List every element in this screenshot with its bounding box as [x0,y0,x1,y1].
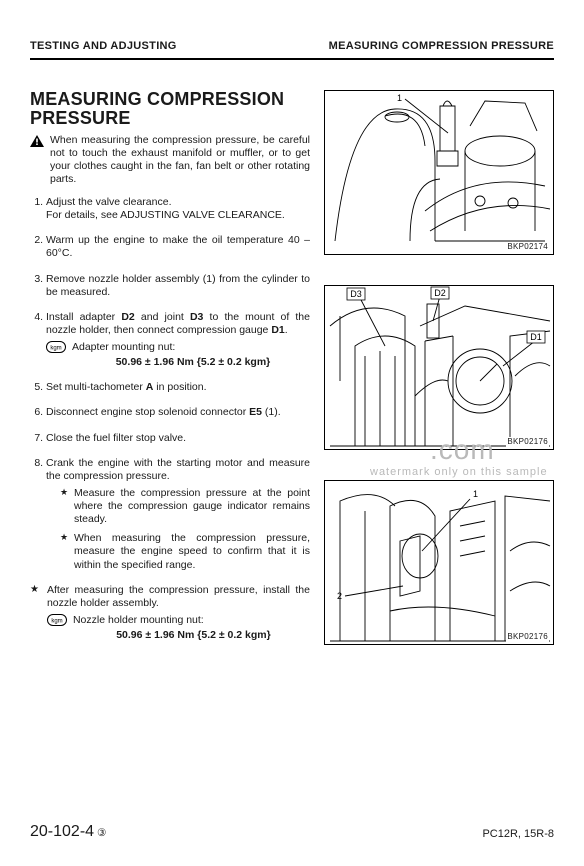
step-4-text: Install adapter D2 and joint D3 to the m… [46,311,310,336]
figure-1: 1 BKP02174 [324,90,554,255]
step-5: Set multi-tachometer A in position. [46,381,310,394]
steps-list: Adjust the valve clearance. For details,… [30,196,310,572]
figure-3: 1 2 BKP02176 [324,480,554,645]
figure-2-callout-d2: D2 [434,288,446,298]
torque-icon: kgm [47,614,67,626]
step-1-line-b: For details, see ADJUSTING VALVE CLEARAN… [46,209,285,221]
content-row: MEASURING COMPRESSION PRESSURE When meas… [30,90,554,645]
after-torque-value: 50.96 ± 1.96 Nm {5.2 ± 0.2 kgm} [77,629,310,642]
step-4-torque: kgm Adapter mounting nut: [46,341,310,354]
step-8-bullet-1: Measure the compression pressure at the … [60,487,310,526]
step-1-line-a: Adjust the valve clearance. [46,196,172,208]
header-right: MEASURING COMPRESSION PRESSURE [329,40,554,54]
step-2: Warm up the engine to make the oil tempe… [46,234,310,260]
star-icon: ★ [30,584,39,643]
figure-1-id: BKP02174 [506,242,549,252]
right-column: 1 BKP02174 [324,90,554,645]
figure-2: D3 D2 D1 BKP02176 [324,285,554,450]
figure-2-drawing: D3 D2 D1 [325,286,553,449]
figure-1-drawing: 1 [325,91,553,254]
step-4: Install adapter D2 and joint D3 to the m… [46,311,310,370]
footer-left: 20-102-4 ③ [30,822,106,842]
figure-3-id: BKP02176 [506,632,549,642]
left-column: MEASURING COMPRESSION PRESSURE When meas… [30,90,310,645]
warning-icon [30,135,44,147]
figure-1-callout-1: 1 [397,93,402,103]
after-block: ★ After measuring the compression pressu… [30,584,310,643]
step-6: Disconnect engine stop solenoid connecto… [46,406,310,419]
after-text: After measuring the compression pressure… [47,584,310,610]
figure-2-callout-d1: D1 [530,332,542,342]
title-line-1: MEASURING COMPRESSION [30,89,284,109]
page-header: TESTING AND ADJUSTING MEASURING COMPRESS… [30,40,554,60]
figure-3-drawing: 1 2 [325,481,553,644]
step-4-torque-label: Adapter mounting nut: [72,341,310,354]
step-7: Close the fuel filter stop valve. [46,432,310,445]
figure-3-callout-1: 1 [473,489,478,499]
svg-text:kgm: kgm [50,346,61,352]
figure-2-callout-d3: D3 [350,289,362,299]
after-content: After measuring the compression pressure… [47,584,310,643]
after-torque: kgm Nozzle holder mounting nut: [47,614,310,627]
figure-3-callout-2: 2 [337,591,342,601]
page-sub: ③ [97,827,106,839]
page-number: 20-102-4 [30,823,94,840]
footer-doc-id: PC12R, 15R-8 [482,828,554,842]
step-8-text: Crank the engine with the starting motor… [46,457,310,482]
section-title: MEASURING COMPRESSION PRESSURE [30,90,310,128]
title-line-2: PRESSURE [30,108,131,128]
figure-2-id: BKP02176 [506,437,549,447]
warning-text: When measuring the compression pressure,… [50,134,310,187]
step-8-sublist: Measure the compression pressure at the … [46,487,310,572]
step-8: Crank the engine with the starting motor… [46,457,310,572]
step-3: Remove nozzle holder assembly (1) from t… [46,273,310,299]
step-4-torque-value: 50.96 ± 1.96 Nm {5.2 ± 0.2 kgm} [76,356,310,369]
step-1: Adjust the valve clearance. For details,… [46,196,310,222]
torque-icon: kgm [46,341,66,353]
svg-text:kgm: kgm [51,618,62,624]
page-footer: 20-102-4 ③ PC12R, 15R-8 [30,822,554,842]
warning-block: When measuring the compression pressure,… [30,134,310,187]
step-8-bullet-2: When measuring the compression pressure,… [60,532,310,571]
after-torque-label: Nozzle holder mounting nut: [73,614,310,627]
header-left: TESTING AND ADJUSTING [30,40,177,54]
page: TESTING AND ADJUSTING MEASURING COMPRESS… [0,0,584,866]
